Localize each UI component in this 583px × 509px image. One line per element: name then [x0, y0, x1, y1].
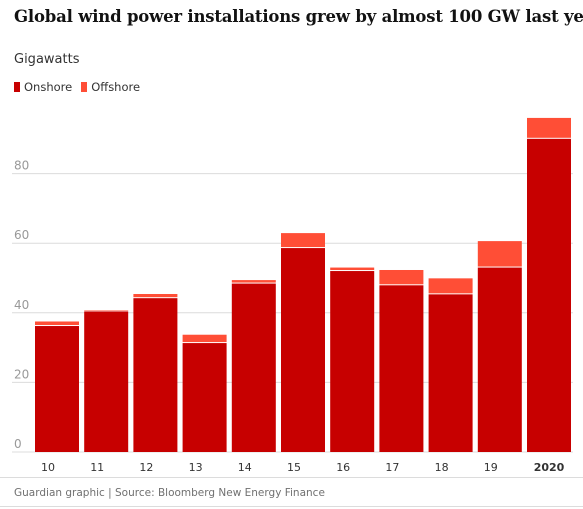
- x-tick-label: 11: [90, 461, 104, 474]
- legend: Onshore Offshore: [14, 80, 149, 94]
- bars: [35, 117, 571, 453]
- bar-onshore-10: [35, 326, 79, 452]
- y-axis-unit-label: Gigawatts: [14, 52, 80, 67]
- bar-offshore-11: [84, 310, 129, 311]
- x-tick-label: 10: [41, 461, 55, 474]
- bar-onshore-18: [428, 294, 473, 452]
- source-note: Guardian graphic | Source: Bloomberg New…: [14, 487, 325, 499]
- x-tick-label: 19: [484, 461, 498, 474]
- bar-offshore-2020: [527, 117, 571, 138]
- y-tick-label: 40: [14, 298, 29, 312]
- legend-label-offshore: Offshore: [91, 80, 141, 94]
- y-tick-label: 0: [14, 437, 22, 451]
- x-tick-label: 18: [435, 461, 449, 474]
- x-tick-label: 14: [238, 461, 252, 474]
- y-tick-label: 60: [14, 228, 29, 242]
- bar-offshore-15: [281, 233, 325, 248]
- bar-onshore-2020: [527, 138, 571, 453]
- bar-onshore-11: [84, 311, 129, 452]
- bar-offshore-18: [428, 278, 473, 294]
- legend-item-offshore: Offshore: [81, 80, 140, 94]
- legend-item-onshore: Onshore: [14, 80, 72, 94]
- bar-offshore-17: [379, 269, 424, 285]
- y-tick-labels: 0 20 40 60 80: [14, 159, 29, 451]
- stacked-bar-chart: 0 20 40 60 80 10 11 12 13 14 15 16 17 18 19 2020: [12, 117, 573, 474]
- bar-onshore-15: [281, 248, 325, 452]
- x-tick-label: 2020: [534, 461, 565, 474]
- bar-onshore-12: [133, 298, 178, 452]
- onshore-swatch: [14, 82, 20, 92]
- y-tick-label: 20: [14, 367, 29, 381]
- x-tick-label: 12: [139, 461, 153, 474]
- y-tick-label: 80: [14, 159, 29, 173]
- bar-offshore-10: [35, 321, 79, 326]
- bar-onshore-19: [477, 267, 522, 452]
- bar-onshore-17: [379, 285, 424, 452]
- bar-offshore-12: [133, 294, 178, 298]
- offshore-swatch: [81, 82, 88, 92]
- bar-offshore-14: [231, 280, 276, 283]
- bar-onshore-13: [182, 343, 227, 452]
- bottom-rule: [0, 506, 583, 507]
- bar-offshore-16: [330, 267, 375, 271]
- bar-offshore-19: [477, 241, 522, 267]
- legend-label-onshore: Onshore: [24, 80, 73, 94]
- footer-rule: [0, 477, 583, 478]
- x-tick-label: 13: [189, 461, 203, 474]
- x-tick-labels: 10 11 12 13 14 15 16 17 18 19 2020: [41, 461, 565, 474]
- bar-onshore-16: [330, 271, 375, 452]
- bar-onshore-14: [231, 283, 276, 452]
- x-tick-label: 15: [287, 461, 301, 474]
- bar-offshore-13: [182, 334, 227, 343]
- x-tick-label: 16: [336, 461, 350, 474]
- chart-title: Global wind power installations grew by …: [14, 7, 583, 26]
- x-tick-label: 17: [385, 461, 399, 474]
